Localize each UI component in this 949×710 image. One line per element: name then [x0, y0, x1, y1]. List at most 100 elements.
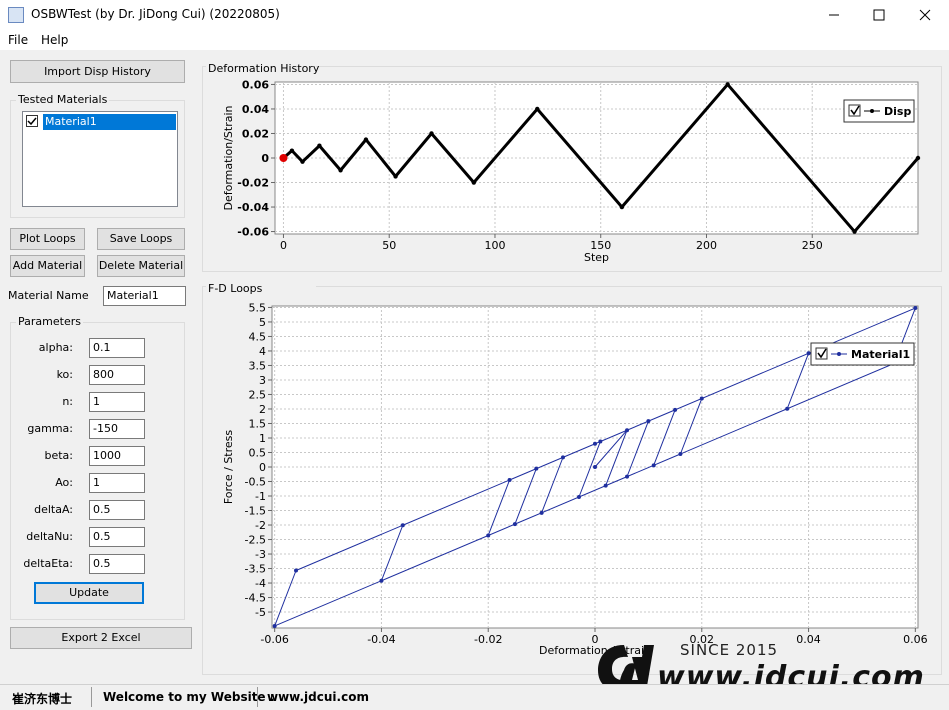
group-frame	[202, 66, 942, 272]
data-point	[272, 623, 277, 628]
x-tick-label: -0.06	[260, 633, 288, 646]
y-tick-label: 0	[261, 152, 269, 165]
x-tick-label: -0.04	[367, 633, 395, 646]
parameter-input[interactable]: 1000	[89, 446, 145, 466]
data-point	[300, 159, 305, 164]
legend-marker	[837, 352, 841, 356]
plot-loops-button[interactable]: Plot Loops	[10, 228, 85, 250]
delete-material-button[interactable]: Delete Material	[97, 255, 185, 277]
close[interactable]	[919, 9, 931, 21]
parameter-input[interactable]: 0.5	[89, 500, 145, 520]
legend-checkbox	[815, 347, 828, 360]
x-tick-label: 100	[484, 239, 505, 252]
x-tick-label: 150	[590, 239, 611, 252]
data-point	[725, 82, 730, 87]
y-tick-label: -4.5	[245, 592, 266, 605]
data-point	[400, 523, 405, 528]
parameter-label: deltaEta:	[23, 557, 73, 570]
data-point	[393, 174, 398, 179]
legend-label: Material1	[851, 348, 910, 361]
data-point	[646, 419, 651, 424]
y-tick-label: 3.5	[249, 359, 267, 372]
current-point	[279, 154, 288, 162]
x-tick-label: 0	[592, 633, 599, 646]
x-tick-label: 200	[696, 239, 717, 252]
y-tick-label: -0.04	[237, 201, 269, 214]
parameter-label: ko:	[56, 368, 73, 381]
data-point	[598, 439, 603, 444]
material-name-input[interactable]: Material1	[103, 286, 186, 306]
parameter-input[interactable]: 1	[89, 473, 145, 493]
legend-marker	[870, 109, 874, 113]
material-list: Material1	[22, 111, 178, 207]
title-bar: OSBWTest (by Dr. JiDong Cui) (20220805)	[0, 0, 949, 30]
parameter-label: deltaA:	[34, 503, 73, 516]
logo	[598, 645, 654, 692]
export-button[interactable]: Export 2 Excel	[10, 627, 192, 649]
y-tick-label: -2.5	[245, 534, 266, 547]
maximize[interactable]	[873, 9, 885, 21]
import-button[interactable]: Import Disp History	[10, 60, 185, 83]
add-material-button[interactable]: Add Material	[10, 255, 85, 277]
fd-chart: F-D Loops-0.06 -0.04 -0.02 0 0.02 0.04 0.06-5-…	[202, 280, 942, 675]
y-tick-label: -0.06	[237, 226, 269, 239]
parameter-input[interactable]: -150	[89, 419, 145, 439]
parameters-group: Parameters	[10, 315, 185, 620]
y-tick-label: 1.5	[249, 417, 267, 430]
menu-item[interactable]: File	[8, 33, 29, 47]
data-point	[294, 568, 299, 573]
y-tick-label: 0.06	[242, 78, 269, 91]
menu-bar: File Help	[0, 30, 949, 50]
y-tick-label: 0.5	[249, 446, 267, 459]
save-loops-button[interactable]: Save Loops	[97, 228, 185, 250]
data-point	[429, 131, 434, 136]
data-point	[576, 494, 581, 499]
parameter-input[interactable]: 0.5	[89, 554, 145, 574]
x-tick-label: 0.02	[690, 633, 715, 646]
legend-check	[850, 105, 860, 116]
deformation-chart: Deformation History 0 50 100 150 200 250 -0.06 -…	[202, 60, 942, 272]
app-icon	[8, 7, 24, 23]
data-point	[471, 180, 477, 185]
x-tick-label: 50	[382, 239, 396, 252]
parameter-input[interactable]: 1	[89, 392, 145, 412]
data-point	[673, 407, 678, 412]
y-tick-label: 2.5	[249, 388, 267, 401]
data-point	[678, 452, 683, 457]
data-point	[317, 143, 322, 148]
data-point	[379, 578, 384, 583]
legend-label: Disp	[884, 105, 911, 118]
watermark-since: SINCE 2015	[680, 641, 779, 659]
data-point	[507, 477, 512, 482]
group-title: Parameters	[16, 315, 83, 328]
menu-item[interactable]: Help	[41, 33, 69, 47]
x-tick-label: 0.06	[903, 633, 928, 646]
series-line	[282, 82, 920, 234]
status-text: www.jdcui.com	[267, 690, 369, 704]
data-point	[363, 137, 369, 142]
y-tick-label: -0.02	[237, 177, 269, 190]
y-tick-label: 5.5	[249, 301, 267, 314]
chart-title: Deformation History	[208, 62, 320, 75]
y-tick-label: -4	[255, 577, 266, 590]
data-point	[651, 463, 656, 468]
data-point	[289, 148, 295, 153]
update-button[interactable]: Update	[34, 582, 144, 604]
y-axis-label: Deformation/Strain	[222, 105, 235, 210]
data-point	[560, 455, 565, 460]
y-tick-label: 3	[259, 374, 266, 387]
group-frame	[202, 286, 942, 675]
checkbox[interactable]	[26, 115, 38, 127]
parameter-label: alpha:	[38, 341, 73, 354]
data-point	[852, 229, 857, 234]
y-tick-label: 0	[259, 461, 266, 474]
window-controls[interactable]	[810, 0, 949, 30]
data-point	[913, 306, 918, 311]
parameter-input[interactable]: 800	[89, 365, 145, 385]
parameter-input[interactable]: 0.5	[89, 527, 145, 547]
material-item[interactable]: Material1	[43, 114, 176, 130]
x-axis-label: Step	[584, 251, 609, 264]
data-point	[535, 106, 540, 112]
parameter-input[interactable]: 0.1	[89, 338, 145, 358]
